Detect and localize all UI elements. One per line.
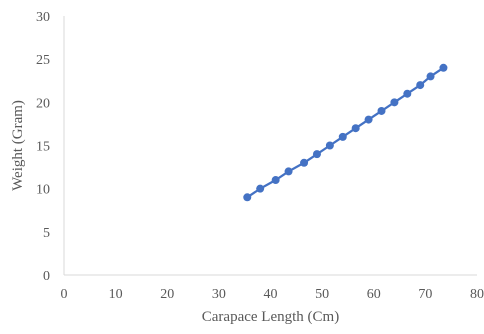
- x-axis-title: Carapace Length (Cm): [202, 309, 339, 325]
- x-tick-label: 10: [109, 287, 123, 302]
- x-tick-label: 20: [160, 287, 174, 302]
- x-tick-label: 40: [264, 287, 278, 302]
- data-point: [312, 150, 321, 159]
- tick-labels: 0 10 20 30 40 50 60 70 80 0 5 10 15 20 25 30: [36, 10, 484, 302]
- data-point: [271, 176, 280, 185]
- y-tick-label: 25: [36, 53, 50, 68]
- y-tick-label: 5: [43, 226, 50, 241]
- y-tick-label: 20: [36, 96, 50, 111]
- data-point: [377, 106, 386, 115]
- data-point: [351, 124, 360, 133]
- y-tick-label: 0: [43, 269, 50, 284]
- data-point: [284, 167, 293, 176]
- data-point: [338, 132, 347, 141]
- y-axis-title: Weight (Gram): [10, 100, 26, 191]
- x-tick-label: 70: [418, 287, 432, 302]
- data-point: [243, 193, 252, 202]
- data-point: [403, 89, 412, 98]
- y-tick-label: 15: [36, 140, 50, 155]
- y-tick-label: 30: [36, 10, 50, 25]
- x-tick-label: 0: [61, 287, 68, 302]
- x-tick-label: 60: [367, 287, 381, 302]
- x-tick-label: 30: [212, 287, 226, 302]
- data-point: [256, 184, 265, 193]
- data-point: [439, 63, 448, 72]
- axes: [63, 16, 477, 276]
- data-point: [416, 81, 425, 90]
- series-line: [246, 66, 445, 199]
- data-point: [325, 141, 334, 150]
- y-tick-label: 10: [36, 183, 50, 198]
- series-group: [243, 63, 448, 202]
- data-point: [426, 72, 435, 81]
- x-tick-label: 50: [315, 287, 329, 302]
- x-tick-label: 80: [470, 287, 484, 302]
- data-point: [364, 115, 373, 124]
- data-point: [390, 98, 399, 107]
- data-point: [300, 158, 309, 167]
